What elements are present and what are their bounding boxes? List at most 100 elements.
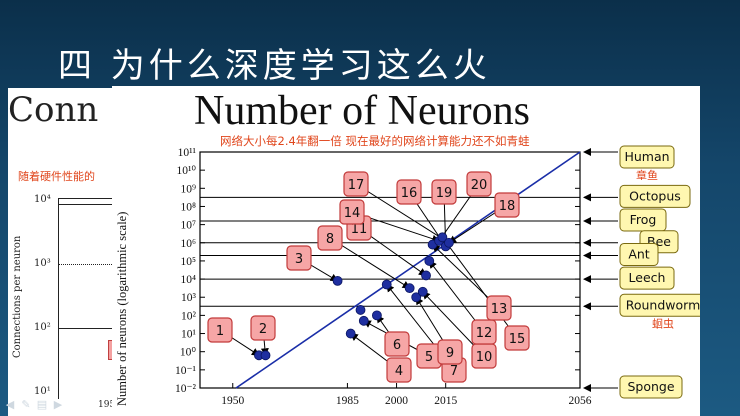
network-label: 7 <box>450 364 458 379</box>
network-label-box <box>207 317 233 343</box>
x-tick-label: 1950 <box>221 395 244 407</box>
y-tick-label: 10⁴ <box>180 274 196 286</box>
data-point <box>332 275 343 286</box>
species-label: Sponge <box>627 379 674 394</box>
left-chart-label-box <box>108 340 114 360</box>
species-cn-label: 章鱼 <box>636 168 658 182</box>
network-label: 17 <box>348 178 365 193</box>
network-arrow <box>355 183 450 244</box>
network-label-box <box>386 357 412 383</box>
data-point <box>411 292 422 303</box>
x-tick-label: 2015 <box>434 395 457 407</box>
data-point <box>381 279 392 290</box>
network-label: 19 <box>436 186 453 201</box>
network-label-box <box>466 171 492 197</box>
data-point <box>417 286 428 297</box>
species-label: Roundworm <box>626 297 700 312</box>
trend-line <box>235 151 581 389</box>
network-label: 2 <box>259 322 267 337</box>
species-label: Leech <box>629 270 666 285</box>
y-tick-label: 10¹ <box>181 329 197 341</box>
left-chart-ytick: 10¹ <box>34 386 51 397</box>
network-label-box <box>384 331 410 357</box>
data-point <box>437 232 448 243</box>
network-label: 9 <box>446 346 454 361</box>
network-label-box <box>343 171 369 197</box>
network-label-box <box>431 179 457 205</box>
species-box <box>619 184 691 208</box>
neurons-chart-panel: Number of Neurons 网络大小每2.4年翻一倍 现在最好的网络计算… <box>112 86 700 416</box>
network-label-box <box>396 179 422 205</box>
network-label-box <box>504 325 530 351</box>
left-chart-xtick: 195 <box>98 400 114 410</box>
slide-title: 四 为什么深度学习这么火 <box>58 46 491 86</box>
network-label: 14 <box>344 206 361 221</box>
y-tick-label: 10⁵ <box>180 256 196 268</box>
network-label: 13 <box>491 302 508 317</box>
species-box <box>619 242 659 266</box>
x-tick-label: 1985 <box>336 395 359 407</box>
network-arrow <box>329 237 411 289</box>
network-label: 4 <box>395 364 403 379</box>
back-icon[interactable]: ◀ <box>5 398 15 411</box>
y-tick-label: 10¹⁰ <box>176 165 196 177</box>
network-label: 15 <box>509 332 526 347</box>
species-label: Frog <box>630 212 657 227</box>
y-tick-label: 10⁰ <box>180 347 197 359</box>
network-label-box <box>494 192 520 218</box>
species-box <box>619 266 675 290</box>
network-label-box <box>250 315 276 341</box>
left-chart-fragment: Conn 随着硬件性能的 Connections per neuron 10⁴ … <box>8 88 114 416</box>
network-label: 18 <box>499 199 516 214</box>
species-label: Octopus <box>629 188 681 203</box>
left-chart-dashed-line <box>58 264 114 265</box>
data-point <box>358 315 369 326</box>
species-box <box>619 145 675 169</box>
network-label: 12 <box>476 326 493 341</box>
x-tick-label: 2000 <box>385 395 408 407</box>
left-chart-ytick: 10⁴ <box>34 194 51 205</box>
species-box <box>619 293 700 317</box>
x-tick-label: 2056 <box>569 395 592 407</box>
network-label: 6 <box>393 338 401 353</box>
chart-ylabel: Number of neurons (logarithmic scale) <box>115 212 129 406</box>
y-tick-label: 10⁶ <box>180 238 196 250</box>
data-point <box>444 237 454 248</box>
data-point <box>371 310 382 321</box>
chart-subtitle: 网络大小每2.4年翻一倍 现在最好的网络计算能力还不如青蛙 <box>220 134 530 148</box>
network-label: 11 <box>351 222 368 237</box>
network-label: 1 <box>216 324 224 339</box>
species-box <box>619 375 683 399</box>
pen-icon[interactable]: ✎ <box>21 398 31 411</box>
data-point <box>421 270 431 281</box>
network-label: 10 <box>476 350 493 365</box>
network-label: 20 <box>471 178 488 193</box>
species-label: Human <box>624 149 669 164</box>
species-cn-label: 蛔虫 <box>652 317 674 330</box>
species-label: Ant <box>628 246 649 261</box>
network-label: 8 <box>326 232 334 247</box>
left-chart-line <box>58 328 114 329</box>
y-tick-label: 10⁸ <box>180 201 196 213</box>
neurons-chart: Number of Neurons 网络大小每2.4年翻一倍 现在最好的网络计算… <box>115 88 700 407</box>
network-label-box <box>437 339 463 365</box>
data-point <box>355 305 366 315</box>
data-point <box>345 328 356 339</box>
left-chart-ylabel: Connections per neuron <box>12 235 23 358</box>
data-point <box>424 256 435 266</box>
left-chart-title: Conn <box>8 90 99 130</box>
data-point <box>260 350 271 361</box>
forward-icon[interactable]: ▶ <box>53 398 63 411</box>
y-tick-label: 10⁹ <box>180 183 196 195</box>
menu-icon[interactable]: ▤ <box>36 398 48 411</box>
left-chart-line <box>58 204 114 205</box>
network-label-box <box>286 245 312 271</box>
left-chart-note: 随着硬件性能的 <box>18 170 95 183</box>
y-tick-label: 10³ <box>181 292 197 304</box>
data-point <box>404 283 415 294</box>
network-label: 5 <box>425 350 433 365</box>
chart-title: Number of Neurons <box>194 88 530 134</box>
left-chart-ytick: 10² <box>34 322 51 333</box>
network-label-box <box>317 225 343 251</box>
y-tick-label: 10⁻¹ <box>175 365 197 377</box>
